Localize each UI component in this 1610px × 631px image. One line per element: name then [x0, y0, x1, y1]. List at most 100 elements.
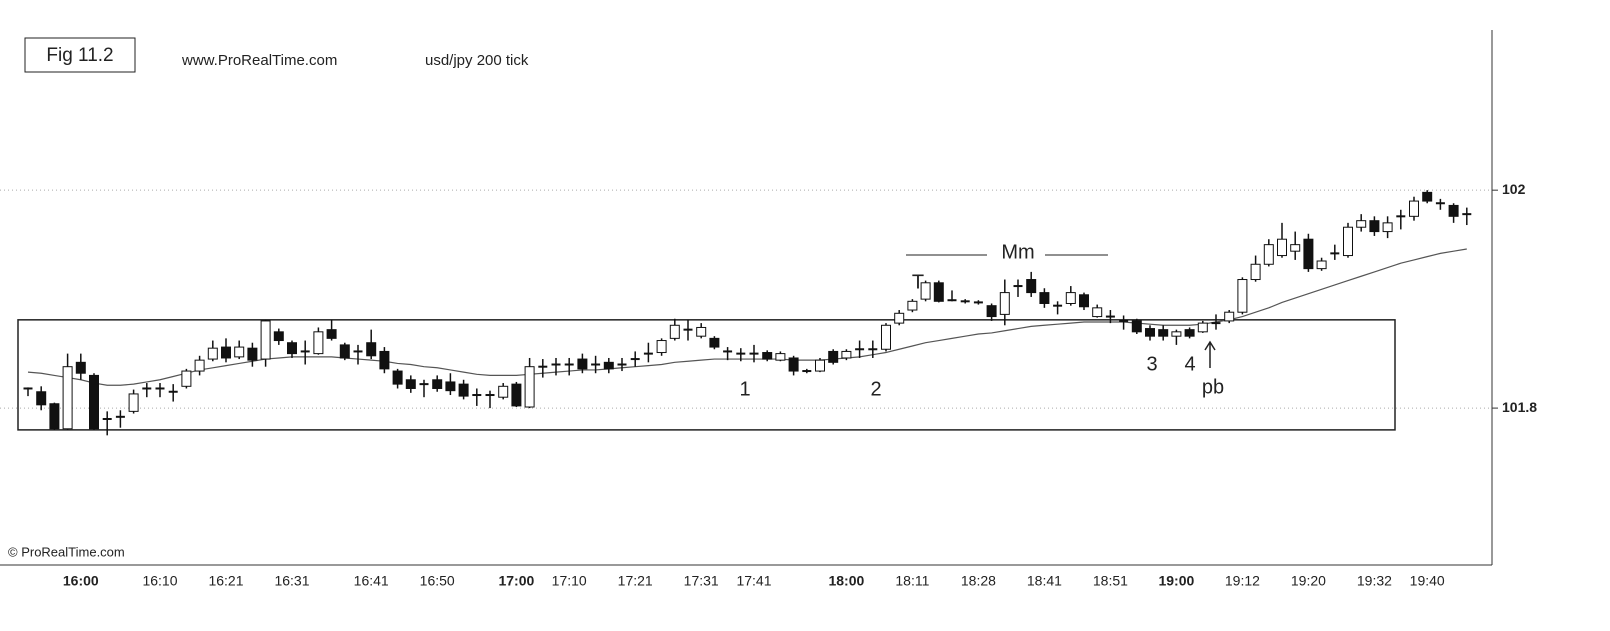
candle-body: [762, 352, 773, 360]
candle-body: [775, 353, 786, 361]
candle-body: [1448, 204, 1459, 217]
x-tick-label: 17:10: [552, 573, 587, 589]
x-tick-label: 17:31: [684, 573, 719, 589]
annotation: 2: [870, 378, 881, 400]
candle-body: [207, 347, 218, 360]
candle-body: [920, 282, 931, 300]
candle-body: [339, 344, 350, 359]
candle-body: [1224, 311, 1235, 322]
x-tick-label: 19:32: [1357, 573, 1392, 589]
x-tick-label: 19:20: [1291, 573, 1326, 589]
candle-body: [234, 346, 245, 358]
candle-body: [1277, 238, 1287, 257]
subtitle: www.ProRealTime.com: [181, 52, 337, 69]
annotation: 4: [1184, 353, 1195, 375]
candle-body: [287, 342, 297, 355]
candle-body: [1316, 260, 1327, 270]
candle-body: [1026, 279, 1037, 294]
candle-body: [1039, 292, 1050, 304]
annotation: Mm: [1001, 241, 1034, 263]
annotation: pb: [1202, 376, 1224, 398]
x-tick-label: 19:12: [1225, 573, 1260, 589]
candle-body: [999, 292, 1010, 315]
candle-body: [273, 331, 284, 342]
candle-body: [1369, 220, 1380, 233]
footer: © ProRealTime.com: [8, 544, 125, 559]
candle-body: [379, 350, 390, 370]
x-tick-label: 17:41: [736, 573, 771, 589]
candle-body: [1303, 238, 1314, 270]
candle-body: [62, 366, 73, 430]
candle-body: [1079, 294, 1089, 308]
candle-body: [815, 359, 825, 372]
candle-body: [1197, 322, 1208, 333]
candle-body: [1382, 222, 1393, 233]
candle-body: [524, 366, 535, 408]
candle-body: [881, 324, 891, 350]
candle-body: [1422, 191, 1433, 202]
x-tick-label: 16:00: [63, 573, 99, 589]
candle-body: [1356, 220, 1367, 228]
x-tick-label: 16:21: [208, 573, 243, 589]
candle-body: [788, 357, 799, 372]
candle-body: [656, 340, 667, 354]
x-tick-label: 16:10: [142, 573, 177, 589]
candle-body: [1290, 244, 1301, 252]
candle-body: [36, 391, 47, 406]
candle-body: [1184, 329, 1195, 337]
x-tick-label: 18:11: [895, 573, 929, 589]
candle-body: [458, 383, 469, 397]
candle-body: [894, 312, 905, 324]
x-tick-label: 19:00: [1158, 573, 1194, 589]
candle-body: [1131, 320, 1142, 333]
annotation-arrow: [1204, 340, 1216, 368]
x-tick-label: 16:50: [420, 573, 455, 589]
range-box: [17, 319, 1396, 431]
candle-body: [128, 393, 139, 412]
candle-body: [1237, 279, 1248, 313]
candle-body: [1092, 307, 1103, 318]
annotation: T: [912, 271, 924, 293]
candle-body: [986, 305, 997, 318]
x-tick-label: 18:00: [828, 573, 864, 589]
annotation: 1: [739, 378, 750, 400]
candle-body: [577, 358, 588, 370]
x-tick-label: 18:41: [1027, 573, 1062, 589]
x-tick-label: 17:00: [498, 573, 534, 589]
x-tick-label: 18:28: [961, 573, 996, 589]
candle-body: [194, 359, 205, 372]
candle-body: [432, 379, 443, 389]
title-box: [24, 37, 136, 73]
y-tick-label: 101.8: [1502, 399, 1537, 415]
candle-body: [841, 350, 852, 359]
candle-body: [445, 381, 456, 392]
candle-body: [181, 370, 192, 387]
x-tick-label: 16:41: [354, 573, 389, 589]
candle-body: [1343, 226, 1353, 257]
candle-body: [1263, 244, 1274, 265]
candle-body: [247, 347, 258, 361]
instrument: usd/jpy 200 tick: [425, 52, 529, 69]
candle-body: [511, 383, 522, 407]
candle-body: [498, 385, 509, 398]
candle-body: [75, 361, 86, 374]
annotation: 3: [1146, 353, 1157, 375]
candle-body: [49, 403, 60, 430]
candle-body: [1409, 200, 1419, 217]
x-tick-label: 19:40: [1410, 573, 1445, 589]
candle-body: [366, 342, 377, 357]
candle-body: [89, 374, 99, 430]
candle-body: [392, 370, 403, 385]
candle-body: [260, 320, 271, 360]
candle-body: [669, 324, 680, 339]
candle-body: [1250, 263, 1261, 281]
chart-title: Fig 11.2: [46, 45, 113, 66]
candle-body: [603, 361, 614, 370]
y-tick-label: 102: [1502, 181, 1526, 197]
candle-body: [313, 331, 324, 355]
candle-body: [709, 337, 720, 348]
candle-body: [405, 379, 416, 389]
candle-body: [1065, 292, 1076, 304]
candle-body: [907, 300, 918, 311]
